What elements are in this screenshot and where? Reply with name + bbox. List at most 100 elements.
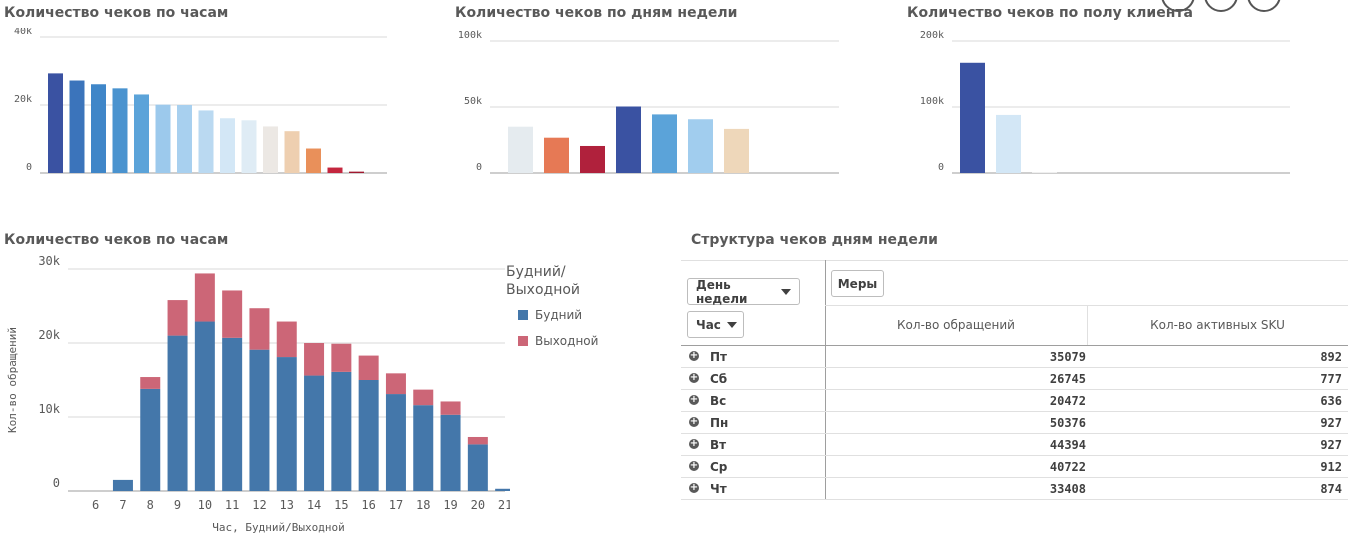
table-row[interactable]: + Ср 40722 912 (681, 456, 1348, 478)
bar-weekday[interactable] (167, 335, 188, 491)
bar[interactable] (306, 148, 321, 173)
legend-item-weekend[interactable]: Выходной (518, 334, 598, 348)
expand-plus-icon[interactable]: + (689, 394, 699, 405)
bar-weekend[interactable] (358, 355, 379, 380)
bar-weekday[interactable] (249, 349, 270, 491)
column-header-active-sku[interactable]: Кол-во активных SKU (1150, 318, 1285, 332)
bar[interactable] (177, 105, 192, 173)
measures-button[interactable]: Меры (831, 270, 884, 297)
toolbar-circle-button[interactable] (1247, 0, 1281, 12)
bar[interactable] (91, 84, 106, 173)
table-row[interactable]: + Вс 20472 636 (681, 390, 1348, 412)
bar-weekday[interactable] (112, 479, 133, 491)
expand-plus-icon[interactable]: + (689, 482, 699, 493)
bar-weekend[interactable] (167, 300, 188, 336)
bar[interactable] (724, 128, 749, 173)
bar-weekend[interactable] (385, 373, 406, 395)
expand-plus-icon[interactable]: + (689, 460, 699, 471)
expand-plus-icon[interactable]: + (689, 372, 699, 383)
bar-weekday[interactable] (440, 414, 461, 491)
bar[interactable] (112, 88, 128, 173)
bar[interactable] (284, 131, 300, 173)
bar-weekend[interactable] (249, 308, 270, 350)
row-sku-value: 892 (1320, 350, 1342, 364)
bar-weekend[interactable] (413, 389, 434, 406)
bar[interactable] (69, 80, 85, 173)
row-requests-value: 40722 (1049, 460, 1086, 474)
row-sku-value: 777 (1320, 372, 1342, 386)
x-tick-label: 13 (280, 498, 294, 512)
table-row[interactable]: + Чт 33408 874 (681, 478, 1348, 500)
chevron-down-icon (781, 288, 791, 295)
bar[interactable] (349, 171, 364, 173)
bar-weekday[interactable] (331, 371, 352, 491)
legend-label-weekday: Будний (535, 308, 583, 322)
row-day-label: Ср (710, 460, 728, 474)
row-requests-value: 20472 (1049, 394, 1086, 408)
row-sku-value: 927 (1320, 416, 1342, 430)
table-row[interactable]: + Пт 35079 892 (681, 346, 1348, 368)
bar[interactable] (616, 106, 641, 173)
row-sku-value: 874 (1320, 482, 1342, 496)
bar[interactable] (508, 126, 533, 173)
hour-dimension-dropdown[interactable]: Час (687, 311, 744, 338)
bar[interactable] (198, 110, 214, 173)
bar[interactable] (960, 62, 985, 173)
bar[interactable] (241, 120, 257, 173)
bar[interactable] (688, 119, 713, 173)
expand-plus-icon[interactable]: + (689, 350, 699, 361)
bar-weekend[interactable] (440, 401, 461, 415)
bar[interactable] (155, 104, 171, 173)
bar-weekend[interactable] (222, 290, 243, 338)
bar-weekday[interactable] (358, 380, 379, 491)
bar-weekend[interactable] (194, 273, 215, 322)
x-tick-label: 12 (252, 498, 266, 512)
gender-chart[interactable]: 0 100k 200k (900, 28, 1300, 218)
bar[interactable] (263, 126, 278, 173)
bar[interactable] (580, 145, 605, 173)
bar-weekday[interactable] (385, 394, 406, 491)
bar-weekday[interactable] (222, 337, 243, 491)
bar-weekend[interactable] (467, 436, 488, 445)
chart-title-weekdays: Количество чеков по дням недели (455, 5, 738, 21)
weekday-dimension-dropdown[interactable]: День недели (687, 278, 800, 306)
hours-small-chart[interactable]: 0 20k 40k (0, 28, 400, 218)
pivot-table: День недели Час Меры Кол-во обращений Ко… (681, 260, 1348, 500)
column-header-requests[interactable]: Кол-во обращений (897, 318, 1015, 332)
table-row[interactable]: + Пн 50376 927 (681, 412, 1348, 434)
bar-weekend[interactable] (331, 343, 352, 372)
bar[interactable] (327, 167, 343, 173)
bar-weekend[interactable] (304, 343, 325, 376)
toolbar-circle-button[interactable] (1204, 0, 1238, 12)
bar-weekday[interactable] (467, 444, 488, 491)
bar-weekend[interactable] (276, 321, 297, 358)
bar-weekday[interactable] (194, 321, 215, 491)
y-tick-label: 100k (920, 96, 944, 107)
weekdays-chart[interactable]: 0 50k 100k (450, 28, 850, 218)
bar[interactable] (134, 94, 149, 173)
bar-weekday[interactable] (495, 488, 510, 491)
row-sku-value: 636 (1320, 394, 1342, 408)
bar-weekday[interactable] (304, 375, 325, 491)
expand-plus-icon[interactable]: + (689, 438, 699, 449)
bar[interactable] (996, 114, 1021, 173)
bar[interactable] (652, 114, 677, 173)
bar[interactable] (48, 73, 63, 173)
bar-weekday[interactable] (276, 357, 297, 491)
legend-item-weekday[interactable]: Будний (518, 308, 582, 322)
expand-plus-icon[interactable]: + (689, 416, 699, 427)
bar-weekday[interactable] (413, 405, 434, 491)
row-day-label: Сб (710, 372, 728, 386)
x-tick-label: 16 (361, 498, 375, 512)
table-row[interactable]: + Вт 44394 927 (681, 434, 1348, 456)
bar[interactable] (544, 137, 569, 173)
table-top-border (681, 260, 1348, 261)
measures-label: Меры (837, 276, 878, 291)
bar[interactable] (220, 118, 235, 173)
legend-swatch-weekend (518, 336, 528, 346)
bar-weekday[interactable] (140, 388, 161, 491)
table-row[interactable]: + Сб 26745 777 (681, 368, 1348, 390)
hours-stacked-chart[interactable]: 0 10k 20k 30k 6 7 8 9 10 11 12 13 14 15 16 17 18 19 20 21 Ча… (0, 248, 510, 538)
x-axis-title: Час, Будний/Выходной (212, 521, 344, 534)
bar-weekend[interactable] (140, 377, 161, 389)
